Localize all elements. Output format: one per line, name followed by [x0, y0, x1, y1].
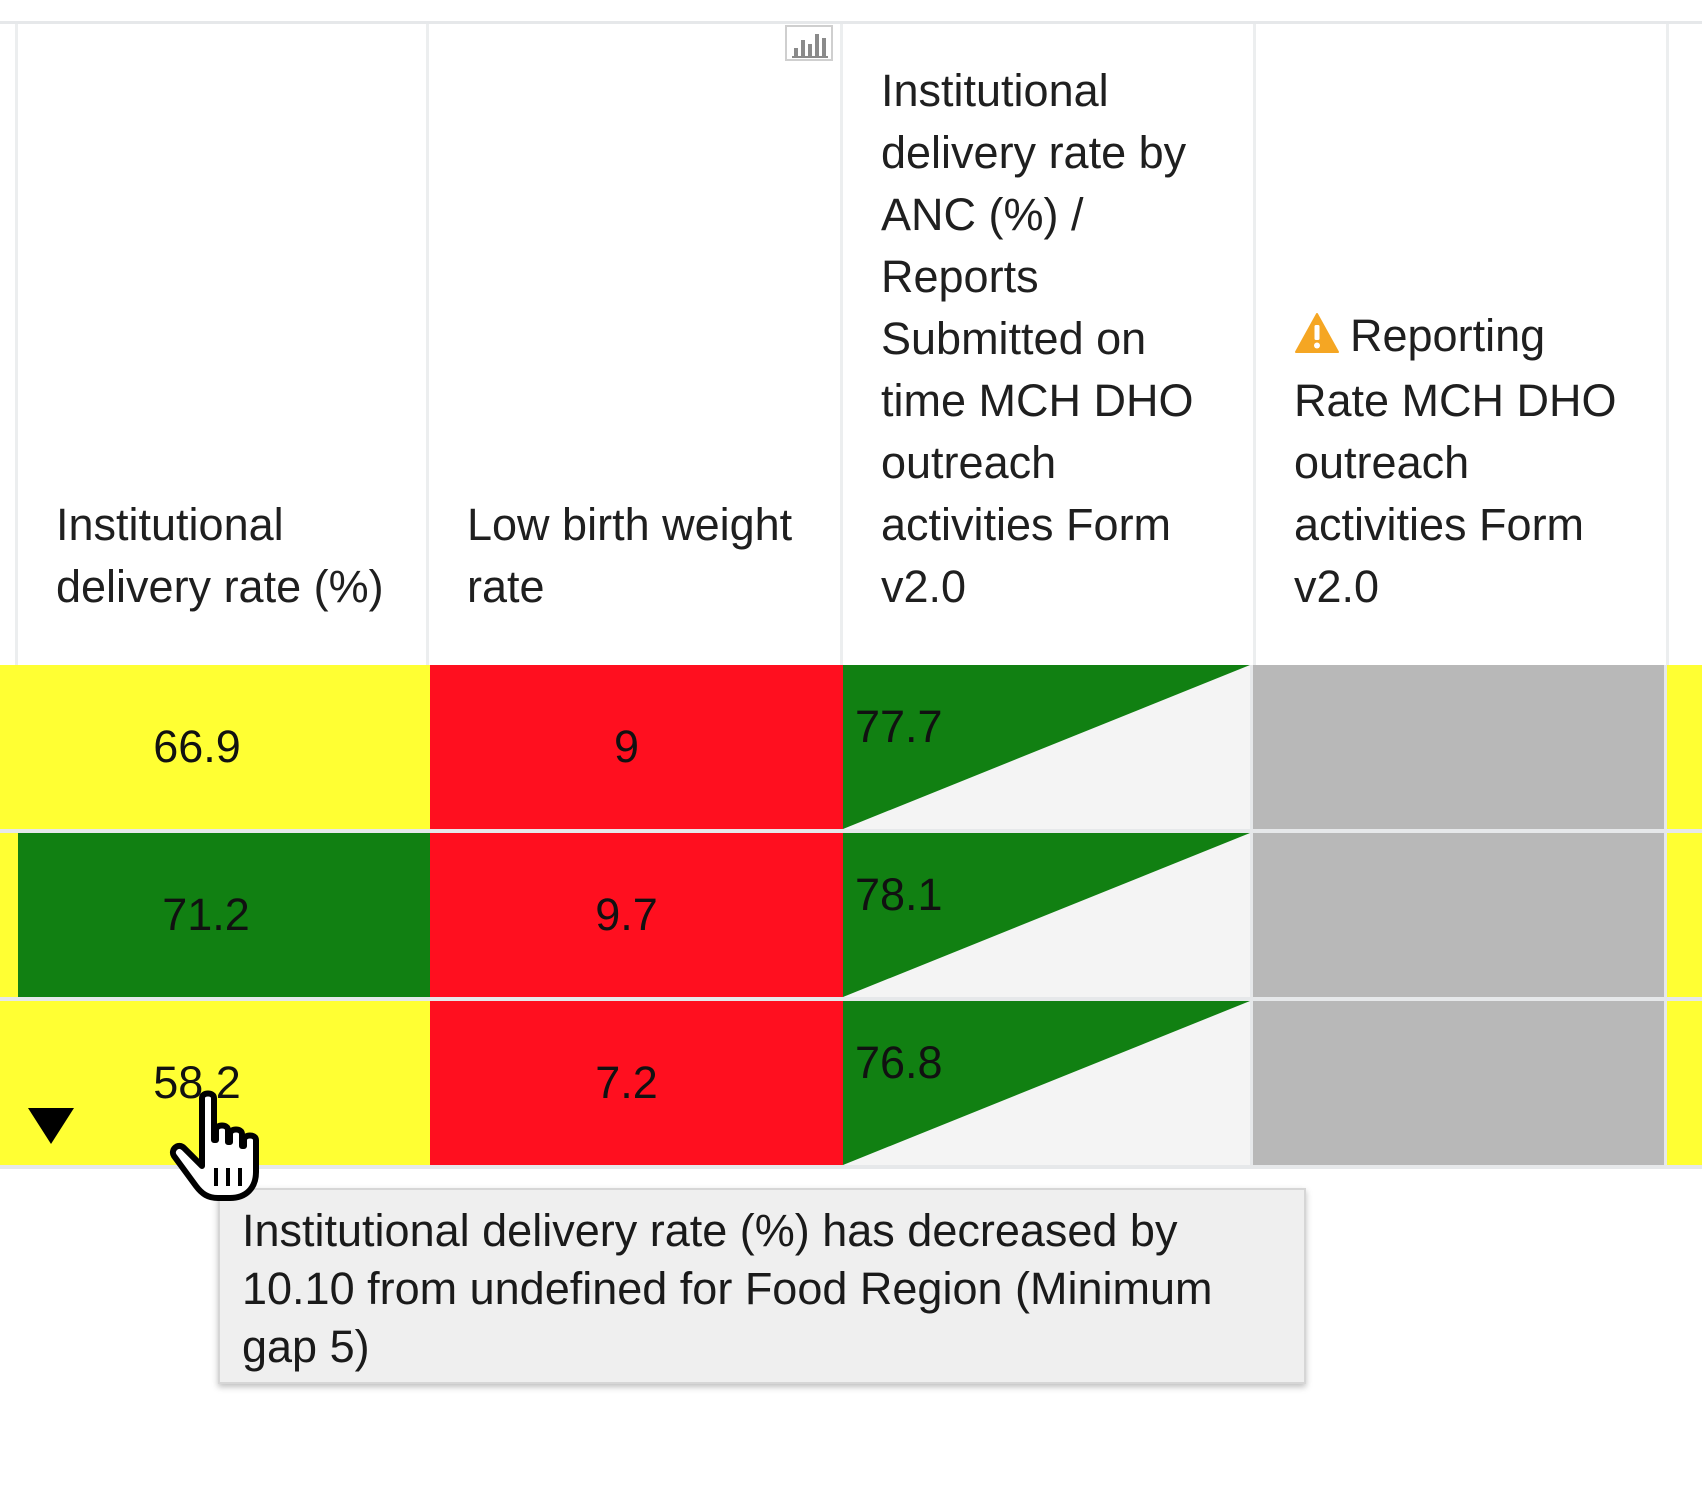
cell-reporting-rate[interactable]: [1253, 665, 1667, 829]
split-legend-triangle: [843, 833, 1250, 997]
cell-value: 7.2: [595, 1057, 658, 1108]
table-top-border: [0, 21, 1702, 24]
column-header-label-text: Reporting Rate MCH DHO outreach activiti…: [1294, 310, 1617, 612]
cell-value: 66.9: [153, 721, 241, 772]
split-legend-triangle: [843, 665, 1250, 829]
table-header: Institutional delivery rate (%) Low birt…: [0, 24, 1702, 665]
cell-institutional-delivery-rate[interactable]: 58.2: [0, 1001, 430, 1165]
column-header-reporting-rate[interactable]: Reporting Rate MCH DHO outreach activiti…: [1256, 24, 1669, 665]
cell-delivery-by-anc-vs-reports[interactable]: 78.1: [843, 833, 1253, 997]
cell-institutional-delivery-rate[interactable]: 66.9: [0, 665, 430, 829]
table-row: 71.2 9.7 78.1: [0, 833, 1702, 1001]
bar-chart-icon[interactable]: [784, 24, 834, 62]
cell-delivery-by-anc-vs-reports[interactable]: 77.7: [843, 665, 1253, 829]
cell-overflow: [1667, 1001, 1702, 1165]
cell-low-birth-weight-rate[interactable]: 9.7: [430, 833, 843, 997]
cell-value: 77.7: [855, 701, 943, 752]
cell-value: 76.8: [855, 1037, 943, 1088]
cell-value: 58.2: [153, 1057, 241, 1108]
column-header-label: Institutional delivery rate by ANC (%) /…: [881, 65, 1194, 612]
trend-tooltip: Institutional delivery rate (%) has decr…: [218, 1188, 1306, 1384]
cell-value: 9.7: [595, 889, 658, 940]
cell-reporting-rate[interactable]: [1253, 1001, 1667, 1165]
cell-value: 9: [613, 721, 640, 772]
tooltip-text: Institutional delivery rate (%) has decr…: [242, 1205, 1213, 1372]
column-header-delivery-by-anc-vs-reports[interactable]: Institutional delivery rate by ANC (%) /…: [843, 24, 1256, 665]
column-header-label: Reporting Rate MCH DHO outreach activiti…: [1294, 305, 1628, 618]
cell-delivery-by-anc-vs-reports[interactable]: 76.8: [843, 1001, 1253, 1165]
hand-pointer-icon: [168, 1090, 268, 1207]
split-legend-triangle: [843, 1001, 1250, 1165]
cell-value: 71.2: [162, 889, 250, 940]
cell-reporting-rate[interactable]: [1253, 833, 1667, 997]
column-header-low-birth-weight-rate[interactable]: Low birth weight rate: [429, 24, 843, 665]
cell-value: 78.1: [855, 869, 943, 920]
column-header-institutional-delivery-rate[interactable]: Institutional delivery rate (%): [15, 24, 429, 665]
cell-overflow: [1667, 665, 1702, 829]
cell-low-birth-weight-rate[interactable]: 7.2: [430, 1001, 843, 1165]
down-arrow-icon: [26, 1105, 76, 1157]
cell-overflow: [1667, 833, 1702, 997]
table-row: 58.2 7.2 76.8: [0, 1001, 1702, 1169]
table-body: 66.9 9 77.7 71.2 9.7 78.1 58: [0, 665, 1702, 1169]
column-header-label: Institutional delivery rate (%): [56, 499, 384, 612]
column-header-overflow: [1669, 24, 1702, 665]
column-header-label: Low birth weight rate: [467, 499, 793, 612]
warning-icon: [1294, 308, 1340, 370]
table-row: 66.9 9 77.7: [0, 665, 1702, 833]
cell-low-birth-weight-rate[interactable]: 9: [430, 665, 843, 829]
cell-institutional-delivery-rate[interactable]: 71.2: [0, 833, 430, 997]
